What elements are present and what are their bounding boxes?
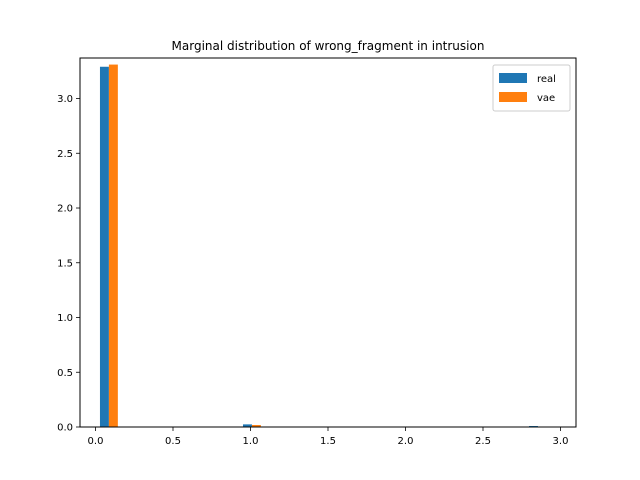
chart-title: Marginal distribution of wrong_fragment … — [172, 39, 485, 53]
x-tick-label: 2.5 — [475, 436, 491, 447]
y-tick-label: 1.0 — [57, 313, 73, 324]
x-tick-label: 0.5 — [165, 436, 181, 447]
y-axis: 0.0 0.5 1.0 1.5 2.0 2.5 3.0 — [57, 94, 80, 434]
y-tick-label: 0.0 — [57, 423, 73, 434]
bars — [99, 64, 538, 427]
legend-swatch-vae — [499, 92, 527, 102]
x-tick-label: 2.0 — [398, 436, 414, 447]
bar-vae-0 — [108, 64, 118, 427]
y-tick-label: 1.5 — [57, 258, 73, 269]
bar-vae-1 — [251, 425, 261, 427]
legend-label-real: real — [537, 74, 556, 85]
plot-frame — [79, 57, 577, 428]
y-tick-label: 3.0 — [57, 94, 73, 105]
legend-label-vae: vae — [537, 93, 555, 104]
y-tick-label: 0.5 — [57, 368, 73, 379]
x-tick-label: 0.0 — [88, 436, 104, 447]
x-axis: 0.0 0.5 1.0 1.5 2.0 2.5 3.0 — [88, 427, 569, 447]
legend-swatch-real — [499, 73, 527, 83]
legend: real vae — [492, 64, 571, 112]
x-tick-label: 3.0 — [553, 436, 569, 447]
y-tick-label: 2.0 — [57, 204, 73, 215]
bar-real-0 — [99, 66, 109, 427]
x-tick-label: 1.5 — [320, 436, 336, 447]
x-tick-label: 1.0 — [243, 436, 259, 447]
y-tick-label: 2.5 — [57, 149, 73, 160]
bar-real-1 — [242, 424, 252, 427]
legend-box — [492, 64, 571, 112]
